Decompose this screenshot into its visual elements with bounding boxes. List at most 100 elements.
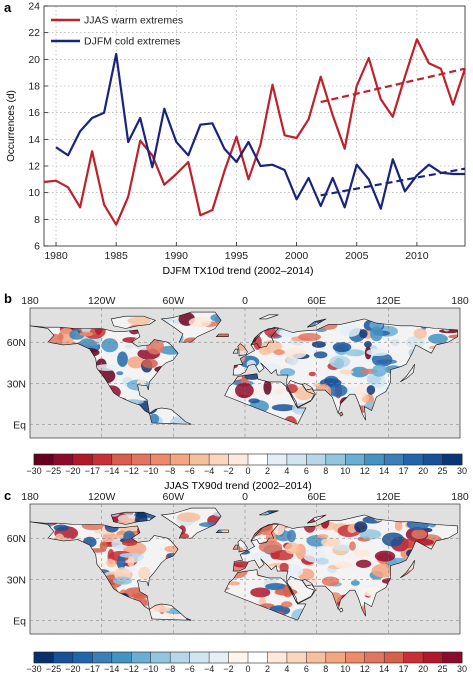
colorbar-swatch [345, 454, 366, 465]
legend-a: JJAS warm extremes DJFM cold extremes [51, 15, 183, 48]
trend-cell [142, 358, 158, 369]
colorbar-tick-label: −4 [204, 664, 214, 674]
trend-cell [258, 540, 283, 554]
legend-label: DJFM cold extremes [84, 36, 180, 48]
colorbar-swatch [403, 454, 424, 465]
y-tick-label: 18 [28, 81, 40, 93]
colorbar-tick-label: 17 [399, 664, 409, 674]
coastline [149, 603, 192, 621]
trend-cell [356, 383, 367, 398]
colorbar-swatch [423, 454, 443, 465]
colorbar-swatch [111, 652, 132, 663]
coastline [259, 510, 279, 516]
trend-cell [116, 371, 124, 376]
trend-cell [349, 541, 356, 551]
colorbar-tick-label: 8 [323, 664, 328, 674]
colorbar-swatch [384, 652, 404, 663]
trend-cell [390, 339, 400, 347]
colorbar-tick-label: 10 [340, 664, 350, 674]
series-line-jjas-warm [43, 38, 467, 226]
panel-label-b: b [4, 291, 12, 306]
lon-tick-label: 120E [376, 491, 401, 503]
coastline [306, 318, 327, 328]
trend-cell [281, 601, 293, 608]
panel-b-title: DJFM TX10d trend (2002–2014) [163, 265, 314, 277]
trend-cell [321, 537, 341, 547]
trend-cell [382, 532, 405, 547]
colorbar-tick-label: −2 [223, 466, 233, 476]
trend-cell [127, 316, 151, 325]
trend-cell [123, 530, 135, 544]
colorbar-tick-label: −6 [185, 466, 195, 476]
coastline [339, 607, 344, 613]
lon-tick-label: 60E [307, 295, 326, 307]
colorbar-tick-label: 30 [457, 664, 467, 674]
trend-cell [273, 349, 285, 356]
y-tick-label: 10 [28, 187, 40, 199]
colorbar-tick-label: 14 [379, 466, 389, 476]
colorbar-b: −30 −25 −20 −17 −14 −12 −10 −8 −6 −4 −2 0 2 4 6 8 10 12 14… [26, 453, 467, 476]
coastline [237, 343, 248, 357]
colorbar-swatch [189, 652, 210, 663]
colorbar-swatch [267, 454, 288, 465]
trend-cell [279, 368, 296, 377]
trend-cell [339, 369, 354, 375]
coastline [232, 348, 239, 354]
panel-label-c: c [4, 488, 11, 503]
lon-tick-label: 180 [451, 491, 469, 503]
colorbar-tick-label: 6 [304, 466, 309, 476]
colorbar-tick-label: 4 [284, 466, 289, 476]
colorbar-swatch [92, 454, 113, 465]
trend-cell [411, 529, 428, 540]
trend-cell [138, 566, 151, 580]
colorbar-tick-label: −10 [143, 466, 158, 476]
coastline [306, 514, 327, 524]
lon-tick-label: 180 [21, 295, 39, 307]
series-line-djfm-cold [55, 52, 465, 210]
colorbar-tick-label: 0 [245, 664, 250, 674]
colorbar-swatch [248, 652, 268, 663]
trend-cell [106, 558, 117, 568]
coastline [29, 325, 179, 414]
colorbar-tick-label: 25 [438, 664, 448, 674]
colorbar-tick-label: 12 [360, 664, 370, 674]
coastline [286, 576, 316, 603]
trend-cell [119, 552, 142, 558]
colorbar-tick-label: −20 [65, 466, 80, 476]
lat-tick-label: Eq [13, 615, 26, 627]
trend-cell [333, 544, 355, 552]
trend-cell [345, 349, 365, 357]
colorbar-tick-label: −12 [124, 466, 139, 476]
colorbar-tick-label: −30 [26, 664, 41, 674]
colorbar-swatch [325, 652, 346, 663]
coastline [29, 521, 179, 610]
colorbar-swatch [92, 652, 113, 663]
trend-cell [308, 371, 316, 377]
trend-cell [55, 533, 64, 542]
y-axis-label-a: Occurrences (d) [6, 90, 17, 162]
coastline [259, 314, 279, 320]
colorbar-swatch [228, 454, 249, 465]
x-tick-label: 1990 [165, 250, 189, 262]
trend-cell [287, 529, 296, 543]
trend-cell [279, 562, 289, 573]
colorbar-tick-label: 30 [457, 466, 467, 476]
colorbar-swatch [150, 652, 171, 663]
lon-tick-label: 0 [242, 295, 248, 307]
colorbar-tick-label: 10 [340, 466, 350, 476]
colorbar-swatch [364, 652, 385, 663]
coastline [250, 524, 280, 545]
trend-cell [284, 347, 307, 359]
panel-label-a: a [4, 0, 12, 15]
trend-cell [235, 382, 254, 399]
trend-cell [79, 331, 94, 337]
colorbar-tick-label: −6 [185, 664, 195, 674]
coastline [232, 318, 458, 421]
trend-cell [359, 529, 382, 540]
lon-tick-label: 120W [88, 295, 116, 307]
trend-cell [57, 332, 64, 341]
coastline [232, 544, 239, 550]
colorbar-tick-label: 8 [323, 466, 328, 476]
trend-cell [366, 348, 390, 356]
colorbar-tick-label: −8 [165, 664, 175, 674]
